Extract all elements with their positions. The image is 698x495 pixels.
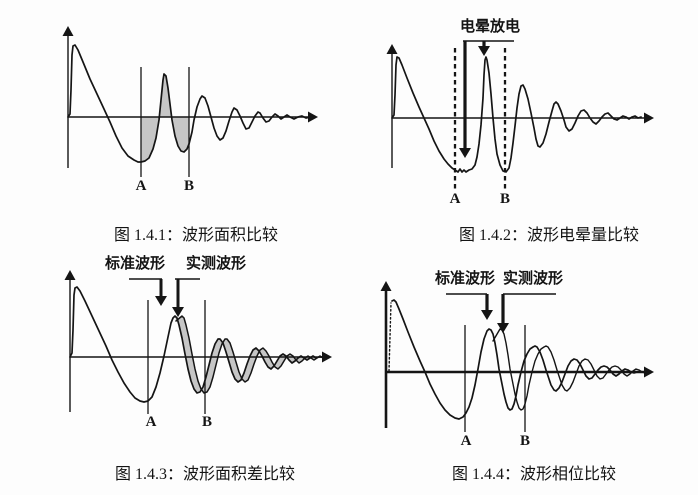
measured-waveform-label-panel3: 实测波形 bbox=[185, 255, 246, 272]
caption-fig-1-4-1: 图 1.4.1：波形面积比较 bbox=[113, 227, 278, 244]
marker-a-label-panel3: A bbox=[145, 414, 157, 430]
standard-waveform-label-panel4: 标准波形 bbox=[434, 270, 495, 287]
marker-b-label-panel4: B bbox=[519, 433, 530, 449]
marker-b-label-panel1: B bbox=[183, 178, 194, 194]
marker-b-label-panel3: B bbox=[201, 414, 212, 430]
measured-waveform-label-panel4: 实测波形 bbox=[502, 270, 563, 287]
standard-waveform-label-panel3: 标准波形 bbox=[104, 255, 165, 272]
caption-fig-1-4-4: 图 1.4.4：波形相位比较 bbox=[451, 466, 616, 483]
marker-a-label-panel1: A bbox=[135, 178, 147, 194]
marker-a-label-panel4: A bbox=[460, 433, 472, 449]
corona-discharge-label: 电晕放电 bbox=[459, 18, 520, 35]
marker-a-label-panel2: A bbox=[449, 191, 461, 207]
marker-b-label-panel2: B bbox=[499, 191, 510, 207]
caption-fig-1-4-3: 图 1.4.3：波形面积差比较 bbox=[114, 466, 295, 483]
caption-fig-1-4-2: 图 1.4.2：波形电晕量比较 bbox=[458, 227, 639, 244]
